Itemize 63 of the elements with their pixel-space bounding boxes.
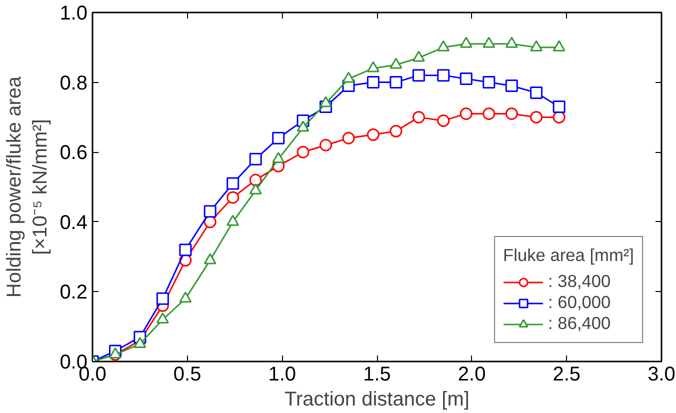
- point: [530, 40, 543, 52]
- x-axis-title: Traction distance [m]: [284, 388, 470, 410]
- point: [249, 152, 262, 166]
- point: [482, 76, 496, 89]
- point: [552, 100, 566, 113]
- point: [460, 107, 472, 120]
- point: [342, 132, 355, 144]
- x-tick-label: 1.0: [268, 364, 296, 386]
- y-axis-title: Holding power/fluke area [×10⁻⁵ kN/mm²]: [3, 76, 52, 298]
- point: [296, 120, 310, 132]
- point: [390, 76, 402, 89]
- point: [272, 152, 285, 164]
- point: [320, 138, 332, 152]
- point: [390, 124, 402, 138]
- y-tick-label: 0.4: [60, 212, 88, 234]
- point: [320, 96, 332, 108]
- y-tick-label: 0.8: [60, 72, 88, 94]
- x-tick-label: 0.5: [173, 364, 202, 386]
- y-tick-label: 0.6: [60, 142, 88, 164]
- x-tick-label: 2.0: [458, 364, 486, 386]
- point: [296, 146, 310, 158]
- point: [366, 61, 380, 72]
- point: [156, 292, 169, 305]
- point: [412, 69, 425, 82]
- point: [366, 128, 380, 141]
- point: [482, 107, 496, 120]
- point: [226, 191, 240, 204]
- point: [437, 114, 450, 127]
- legend-label: : 60,000: [548, 292, 611, 313]
- point: [552, 40, 566, 52]
- point: [249, 174, 262, 186]
- point: [505, 36, 518, 48]
- point: [482, 36, 496, 48]
- point: [412, 50, 425, 62]
- y-tick-label: 0.2: [60, 282, 88, 304]
- point: [156, 312, 169, 324]
- point: [204, 205, 216, 218]
- point: [342, 72, 355, 83]
- point: [437, 40, 450, 52]
- y-tick-label: 1.0: [60, 2, 88, 24]
- point: [437, 69, 450, 82]
- point: [179, 292, 192, 303]
- point: [204, 253, 216, 264]
- point: [226, 214, 240, 226]
- point: [460, 72, 472, 86]
- point: [249, 183, 262, 194]
- point: [460, 36, 472, 48]
- point: [179, 244, 192, 256]
- point: [530, 110, 543, 124]
- point: [390, 58, 402, 69]
- point: [272, 132, 285, 144]
- x-tick-label: 2.5: [552, 364, 581, 386]
- point: [530, 86, 543, 100]
- x-tick-label: 3.0: [648, 364, 676, 386]
- point: [505, 107, 518, 120]
- legend-label: : 38,400: [548, 271, 611, 292]
- point: [412, 110, 425, 124]
- point: [366, 76, 380, 89]
- point: [226, 177, 240, 190]
- point: [505, 80, 518, 92]
- x-tick-label: 1.5: [363, 364, 391, 386]
- legend-label: : 86,400: [548, 313, 611, 334]
- legend-title: Fluke area [mm²]: [503, 245, 634, 266]
